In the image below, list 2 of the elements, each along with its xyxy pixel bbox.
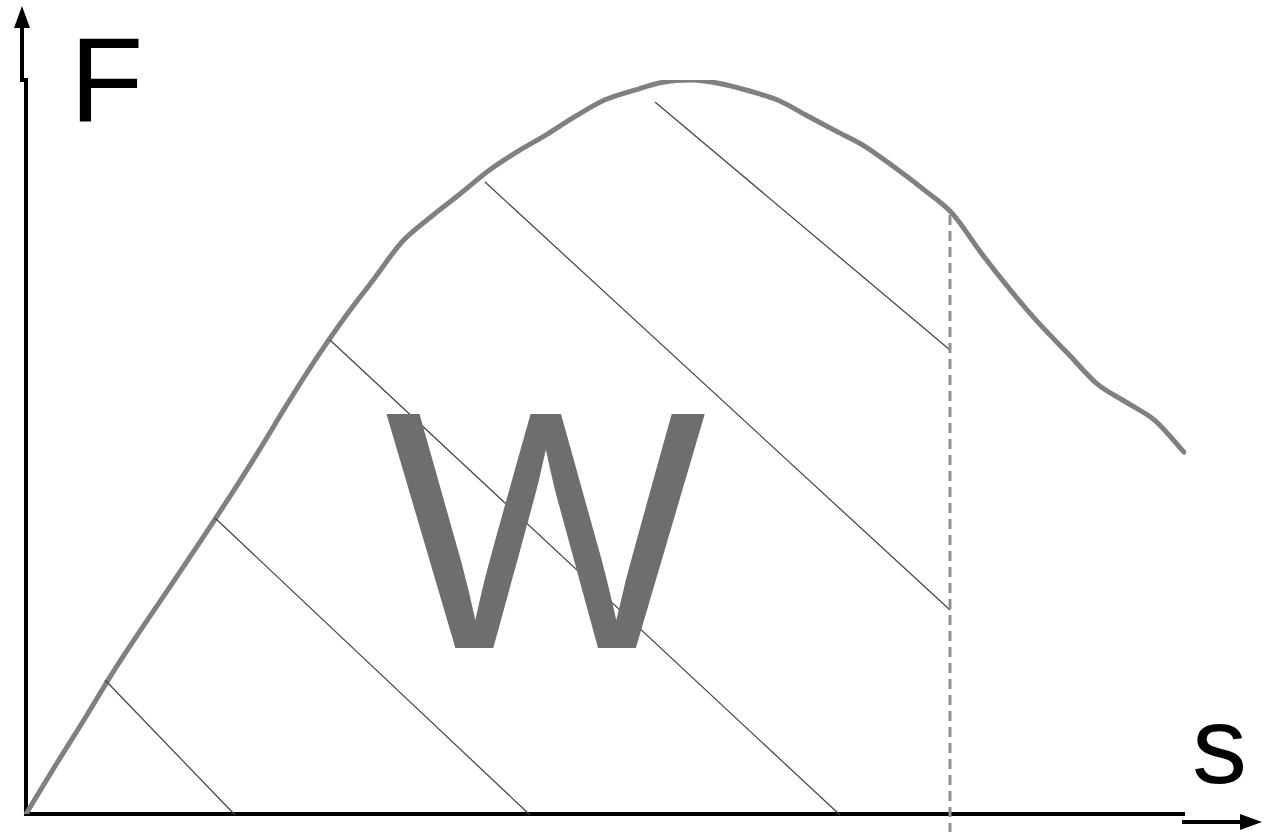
x-axis-title: s: [1192, 683, 1247, 806]
y-axis-title: F: [70, 13, 144, 147]
